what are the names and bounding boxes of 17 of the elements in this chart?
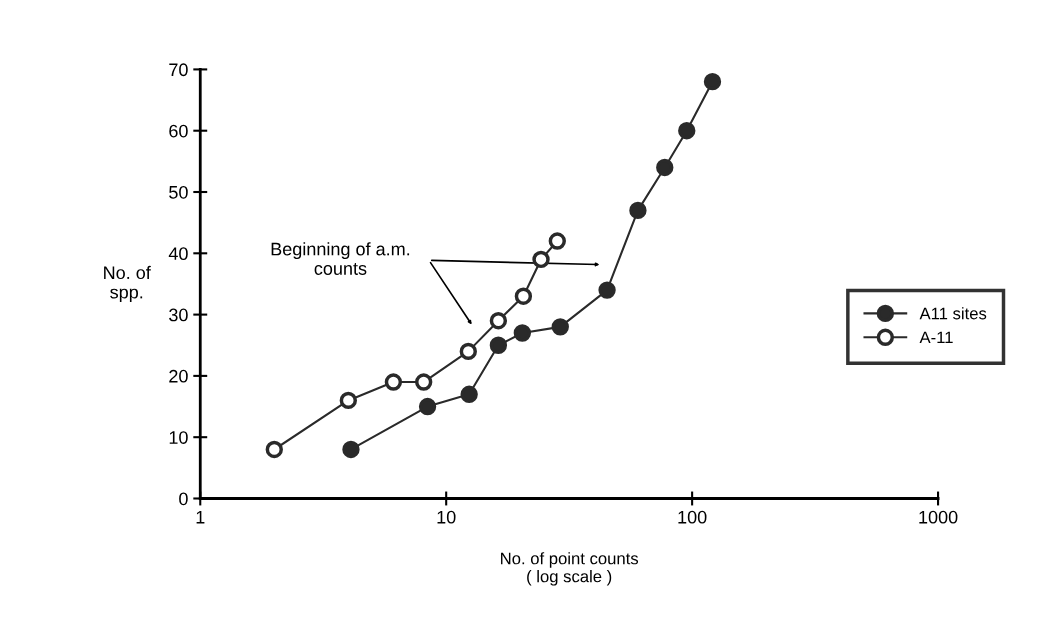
- y-tick-label: 50: [169, 185, 188, 199]
- y-axis-title: No. of spp.: [104, 265, 151, 303]
- x-tick-label: 1: [196, 510, 205, 524]
- x-axis-title: No. of point counts ( log scale ): [501, 552, 639, 586]
- annotation: Beginning of a.m. counts: [271, 242, 410, 275]
- legend-label: A-11: [919, 331, 953, 344]
- legend-label: A11 sites: [919, 307, 987, 320]
- x-tick-label: 10: [437, 510, 456, 524]
- y-tick-label: 20: [169, 369, 188, 383]
- y-tick-label: 0: [179, 492, 188, 506]
- y-tick-label: 60: [169, 124, 188, 138]
- x-tick-label: 100: [678, 510, 707, 524]
- y-tick-label: 10: [169, 431, 188, 444]
- y-tick-label: 70: [169, 63, 188, 77]
- y-tick-label: 40: [168, 247, 188, 261]
- y-tick-label: 30: [169, 308, 188, 322]
- x-tick-label: 1000: [919, 510, 958, 524]
